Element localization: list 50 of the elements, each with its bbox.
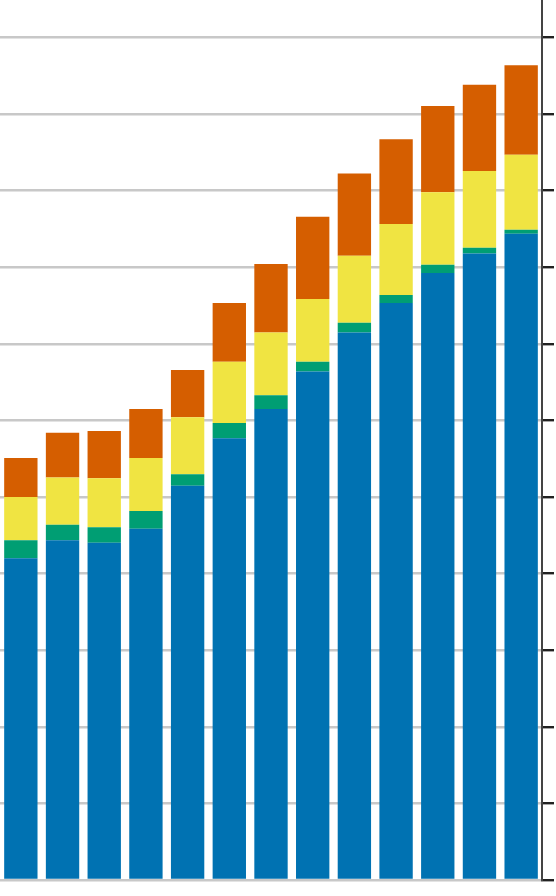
- bar: [504, 65, 538, 155]
- bar: [4, 457, 38, 498]
- bar: [379, 224, 413, 295]
- bar: [504, 233, 538, 879]
- bar: [379, 294, 413, 304]
- bar: [254, 395, 288, 410]
- bar: [170, 485, 205, 879]
- bar: [254, 409, 288, 879]
- bar: [421, 272, 455, 879]
- bar: [296, 361, 330, 372]
- bar: [4, 540, 38, 559]
- bar: [87, 478, 121, 528]
- bar: [462, 84, 497, 172]
- bar: [421, 264, 455, 273]
- bar: [212, 303, 246, 362]
- bar: [379, 139, 413, 225]
- bar: [212, 438, 246, 879]
- bar: [462, 171, 497, 248]
- bar: [170, 417, 205, 475]
- bar: [45, 540, 80, 879]
- bar: [129, 409, 163, 458]
- bar: [45, 477, 80, 525]
- bar: [4, 497, 38, 541]
- bar: [212, 422, 246, 439]
- bar: [296, 371, 330, 879]
- bar: [421, 105, 455, 193]
- bar: [379, 303, 413, 879]
- bar: [45, 432, 80, 478]
- bar: [254, 264, 288, 333]
- bar: [212, 361, 246, 423]
- bar: [87, 542, 121, 879]
- bar: [337, 255, 372, 323]
- bar: [170, 369, 205, 418]
- bar: [504, 154, 538, 230]
- bar: [337, 173, 372, 256]
- bar: [129, 510, 163, 529]
- bar: [254, 332, 288, 396]
- bar: [87, 527, 121, 543]
- bar: [45, 524, 80, 541]
- bar: [421, 192, 455, 265]
- bar: [462, 253, 497, 879]
- bar: [296, 299, 330, 362]
- bar: [170, 474, 205, 486]
- bar: [337, 332, 372, 879]
- bar: [87, 431, 121, 479]
- bar: [129, 457, 163, 511]
- bar: [296, 216, 330, 300]
- bar: [4, 558, 38, 879]
- bar: [337, 322, 372, 333]
- bar: [129, 528, 163, 879]
